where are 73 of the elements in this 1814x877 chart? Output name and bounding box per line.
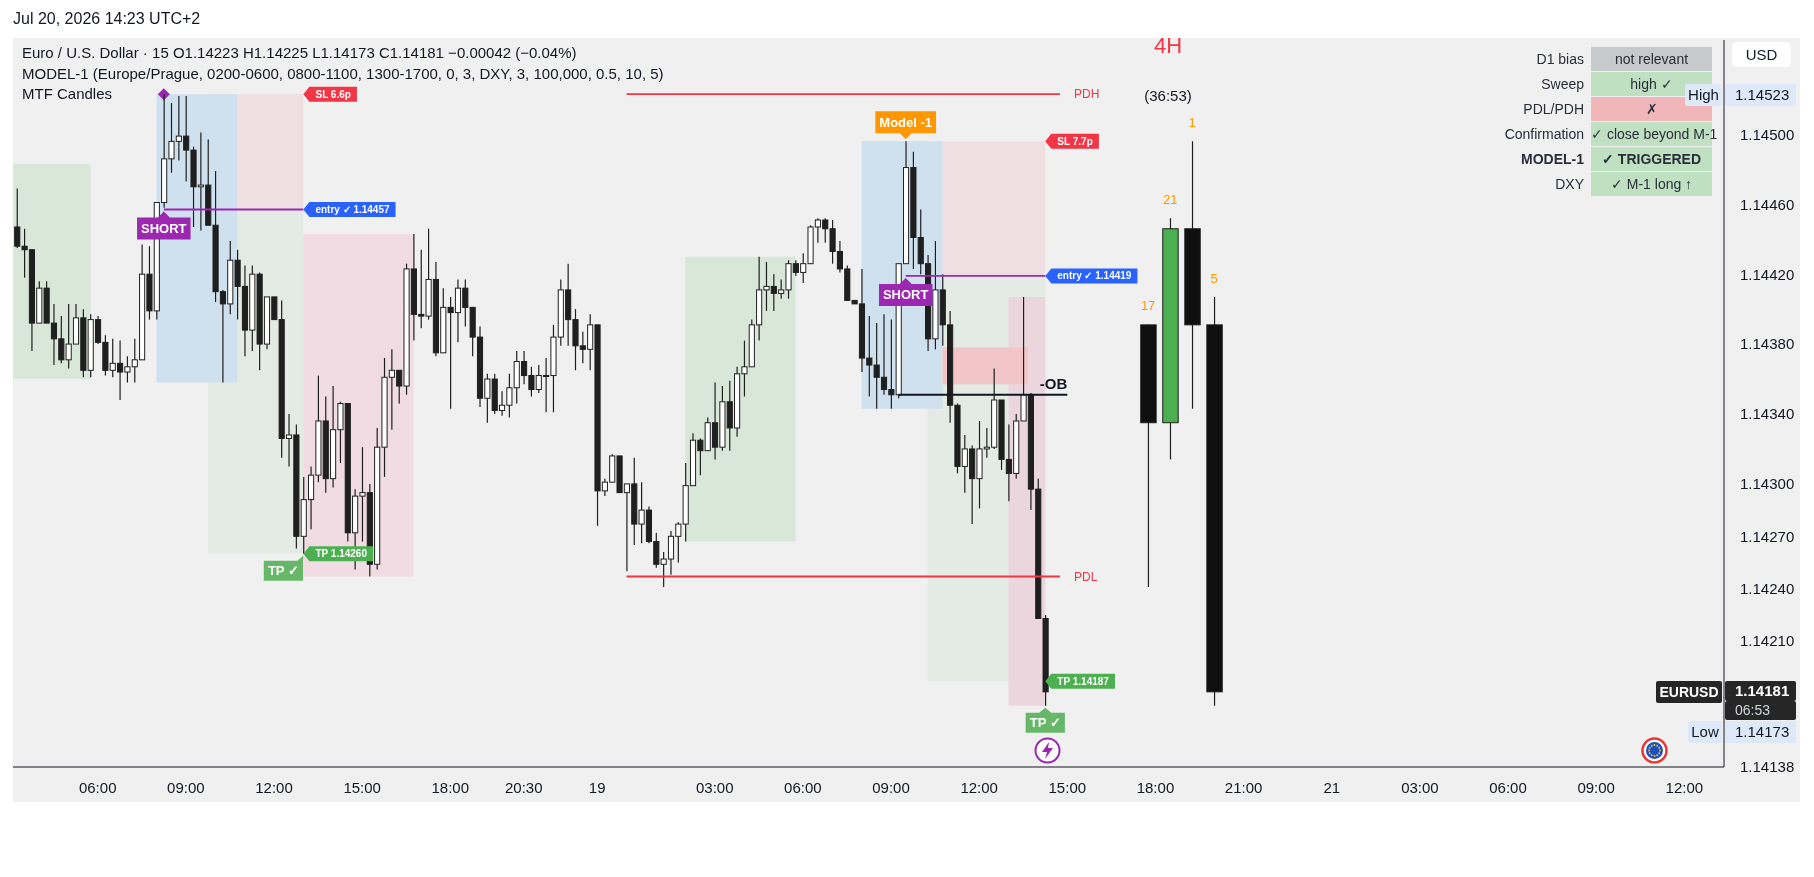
text: 1.14181: [1725, 681, 1796, 701]
x-tick-label: 12:00: [1665, 778, 1704, 796]
y-tick-label: 1.14500: [1740, 125, 1795, 143]
annotation: 17: [1140, 298, 1156, 314]
x-tick-label: 20:30: [504, 778, 543, 796]
annotation: PDL/PDH: [1522, 100, 1584, 119]
annotation: 4H: [1153, 33, 1183, 58]
annotation: 21: [1162, 191, 1178, 207]
annotation: Sweep: [1540, 75, 1584, 94]
annotation: ✗: [1645, 101, 1658, 117]
x-tick-label: 09:00: [167, 778, 205, 796]
x-tick-label: 09:00: [872, 778, 910, 796]
annotation: TP ✓: [1029, 715, 1061, 731]
y-tick-label: 1.14460: [1740, 195, 1795, 213]
annotation: TP 1.14187: [1057, 675, 1110, 687]
y-tick-label: 1.14240: [1740, 580, 1795, 598]
y-tick-label: 1.14300: [1740, 475, 1795, 493]
annotation: Confirmation: [1503, 125, 1584, 144]
annotation: DXY: [1554, 175, 1584, 194]
y-tick-label: 1.14380: [1740, 335, 1795, 353]
x-tick-label: 18:00: [1136, 778, 1175, 796]
annotation: MTF Candles: [22, 85, 113, 103]
x-tick-label: 21:00: [1224, 778, 1263, 796]
annotation: SL 7.7p: [1057, 135, 1093, 147]
annotation: Low: [1688, 721, 1722, 743]
annotation: High: [1685, 84, 1722, 106]
annotation: TP 1.14260: [315, 548, 368, 560]
y-tick-label: 1.14138: [1740, 758, 1795, 776]
annotation: Model -1: [879, 114, 933, 130]
x-tick-label: 12:00: [255, 778, 293, 796]
chart-title: Euro / U.S. Dollar · 15 O1.14223 H1.14225 L1.14173 C1.14181 −0.00042 (−0.04%): [22, 44, 577, 62]
annotation: entry ✓ 1.14419: [1057, 270, 1132, 282]
annotation: not relevant: [1591, 47, 1712, 71]
annotation: (36:53): [1144, 87, 1192, 105]
x-tick-label: 03:00: [695, 778, 734, 796]
x-tick-label: 15:00: [1048, 778, 1087, 796]
y-tick-label: 1.14210: [1740, 632, 1795, 650]
text: 1.14173: [1725, 721, 1796, 743]
text: 06:53: [1725, 701, 1796, 720]
annotation: ✓ close beyond M-1: [1591, 125, 1718, 144]
series-label: PDL: [1073, 569, 1098, 584]
y-tick-label: 1.14340: [1740, 405, 1795, 423]
annotation: 5: [1210, 271, 1218, 287]
x-tick-label: 15:00: [343, 778, 381, 796]
annotation: 1: [1188, 114, 1196, 130]
text: MODEL-1 (Europe/Prague, 0200-0600, 0800-1100, 1300-1700, 0, 3, DXY, 3, 100,000, 0.5, 10, 5): [22, 65, 664, 83]
annotation: MODEL-1: [1520, 150, 1584, 169]
x-tick-label: 12:00: [960, 778, 998, 796]
text: 1.14523: [1725, 84, 1796, 106]
x-tick-label: 18:00: [431, 778, 470, 796]
annotation: ✓ M-1 long ↑: [1591, 172, 1712, 196]
x-tick-label: 06:00: [78, 778, 117, 796]
annotation: TP ✓: [267, 563, 299, 579]
x-tick-label: 19: [588, 778, 606, 796]
x-tick-label: 03:00: [1401, 778, 1439, 796]
y-tick-label: 1.14420: [1740, 265, 1795, 283]
y-axis-title: USD: [1732, 42, 1791, 67]
annotation: entry ✓ 1.14457: [315, 204, 390, 216]
annotation: D1 bias: [1535, 50, 1584, 69]
annotation: high ✓: [1630, 76, 1673, 92]
x-tick-label: 21: [1323, 778, 1341, 796]
annotation: EURUSD: [1656, 681, 1722, 703]
x-tick-label: 09:00: [1577, 778, 1615, 796]
y-tick-label: 1.14270: [1740, 527, 1795, 545]
x-tick-label: 06:00: [1489, 778, 1527, 796]
series-label: PDH: [1073, 87, 1100, 102]
x-tick-label: 06:00: [784, 778, 822, 796]
text: Jul 20, 2026 14:23 UTC+2: [13, 9, 201, 28]
annotation: SL 6.6p: [315, 88, 351, 100]
annotation: ✓ TRIGGERED: [1591, 147, 1712, 171]
series-label: -OB: [1039, 374, 1068, 392]
annotation: SHORT: [141, 221, 187, 237]
annotation: SHORT: [882, 287, 929, 303]
